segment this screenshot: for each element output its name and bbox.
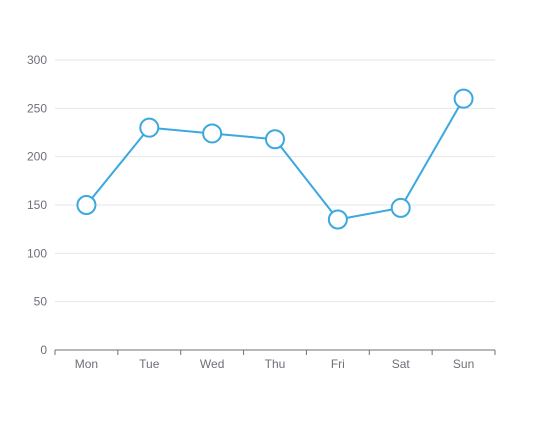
data-point[interactable] [453, 88, 474, 109]
y-tick-label: 150 [27, 198, 47, 212]
x-tick-label: Tue [139, 357, 160, 371]
y-tick-label: 200 [27, 150, 47, 164]
y-tick-label: 100 [27, 246, 47, 260]
grid-lines [55, 59, 495, 303]
data-point[interactable] [265, 129, 285, 150]
y-tick-label: 0 [40, 343, 47, 357]
data-point[interactable] [76, 195, 97, 215]
data-point[interactable] [327, 209, 348, 230]
data-point[interactable] [202, 123, 223, 144]
x-tick-label: Fri [331, 357, 345, 371]
y-tick-label: 300 [27, 53, 47, 67]
y-tick-label: 250 [27, 101, 47, 115]
y-axis: 0 50 100 150 200 250 300 [27, 53, 47, 357]
series [76, 88, 474, 230]
y-tick-label: 50 [34, 295, 48, 309]
x-tick-label: Wed [200, 357, 224, 371]
data-point[interactable] [390, 197, 411, 218]
data-point[interactable] [139, 117, 160, 138]
x-tick-label: Mon [75, 357, 98, 371]
x-axis: Mon Tue Wed Thu Fri Sat Sun [54, 349, 496, 371]
x-tick-label: Thu [265, 357, 286, 371]
x-tick-label: Sun [453, 357, 474, 371]
x-tick-label: Sat [392, 357, 411, 371]
